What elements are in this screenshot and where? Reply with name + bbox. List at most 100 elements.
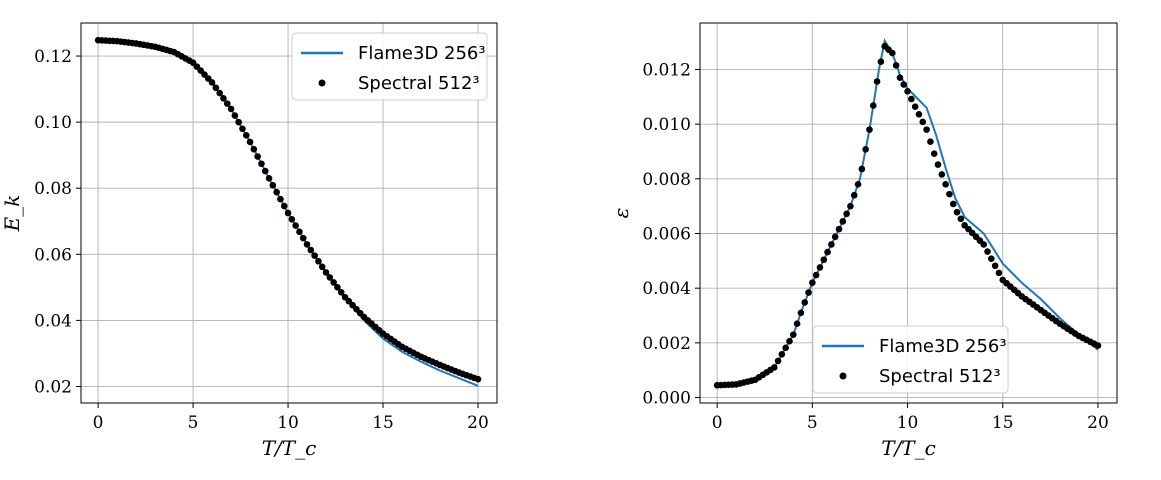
x-axis-label: T/T_c xyxy=(262,436,317,460)
scatter-point xyxy=(908,95,915,103)
y-tick-label: 0.12 xyxy=(34,47,72,67)
scatter-point xyxy=(284,209,292,217)
scatter-point xyxy=(258,160,265,168)
scatter-point xyxy=(904,88,911,95)
scatter-point xyxy=(296,228,303,236)
scatter-point xyxy=(831,233,839,241)
scatter-point xyxy=(793,320,801,328)
scatter-point xyxy=(292,222,299,229)
legend-entry-label: Flame3D 256³ xyxy=(879,336,1007,357)
scatter-point xyxy=(896,74,904,81)
scatter-point xyxy=(318,263,326,271)
scatter-point xyxy=(774,357,782,365)
scatter-point xyxy=(847,202,854,210)
y-tick-label: 0.004 xyxy=(642,279,691,299)
scatter-point xyxy=(786,337,793,345)
scatter-point xyxy=(923,126,930,133)
y-tick-label: 0.008 xyxy=(642,170,691,190)
scatter-point xyxy=(231,112,239,119)
x-tick-label: 15 xyxy=(992,413,1014,433)
x-tick-label: 0 xyxy=(712,413,723,433)
scatter-point xyxy=(311,252,318,259)
scatter-point xyxy=(261,167,269,175)
scatter-point xyxy=(326,274,334,281)
scatter-point xyxy=(337,289,345,296)
y-tick-label: 0.10 xyxy=(34,113,72,133)
scatter-point xyxy=(927,138,934,145)
y-tick-label: 0.08 xyxy=(34,179,72,199)
scatter-point xyxy=(873,78,881,85)
scatter-point xyxy=(280,202,288,210)
scatter-point xyxy=(227,105,235,113)
scatter-point xyxy=(269,181,277,189)
scatter-point xyxy=(835,225,843,233)
y-axis-label: ε xyxy=(609,208,633,219)
legend-dot-swatch xyxy=(839,372,847,380)
scatter-point xyxy=(911,103,919,110)
scatter-point xyxy=(208,79,216,86)
scatter-point xyxy=(277,195,284,203)
scatter-point xyxy=(839,218,847,225)
scatter-point xyxy=(949,200,957,208)
x-tick-label: 15 xyxy=(372,413,394,433)
scatter-point xyxy=(809,279,816,287)
y-tick-label: 0.04 xyxy=(34,311,72,331)
scatter-point xyxy=(915,111,923,118)
x-axis-label: T/T_c xyxy=(881,436,936,460)
chart-panel-eps: 0 5 10 15 20 0.000 0.002 0.004 0.006 0.008 0.010 0.… xyxy=(609,22,1118,460)
x-tick-label: 20 xyxy=(1087,413,1109,433)
scatter-point xyxy=(816,264,824,271)
legend-box xyxy=(291,32,488,101)
scatter-point xyxy=(843,210,850,218)
scatter-point xyxy=(770,364,778,371)
scatter-point xyxy=(828,241,835,248)
scatter-point xyxy=(938,171,946,178)
scatter-point xyxy=(246,138,254,146)
scatter-point xyxy=(805,289,812,296)
scatter-point xyxy=(850,191,858,199)
x-tick-label: 5 xyxy=(188,413,199,433)
plot-frame xyxy=(80,22,498,404)
x-tick-label: 20 xyxy=(467,413,489,433)
legend-entry-label: Spectral 512³ xyxy=(879,366,1001,387)
y-tick-label: 0.02 xyxy=(34,377,72,397)
scatter-point xyxy=(801,299,809,306)
scatter-point xyxy=(303,241,311,248)
scatter-point xyxy=(265,175,273,182)
scatter-point xyxy=(892,62,900,69)
scatter-point xyxy=(869,102,877,109)
scatter-point xyxy=(242,132,250,139)
scatter-point xyxy=(288,215,296,223)
y-tick-label: 0.012 xyxy=(642,60,691,80)
scatter-point xyxy=(900,81,908,88)
scatter-point xyxy=(474,375,482,383)
y-axis-label: E_k xyxy=(0,195,24,233)
scatter-point xyxy=(991,262,999,270)
scatter-point xyxy=(824,248,831,256)
scatter-point xyxy=(239,125,246,133)
scatter-point xyxy=(330,279,337,286)
legend-entry-label: Spectral 512³ xyxy=(358,73,480,94)
scatter-point xyxy=(862,146,869,153)
legend: Flame3D 256³ Spectral 512³ xyxy=(291,32,488,101)
chart-panel-ek: 0 5 10 15 20 0.02 0.04 0.06 0.08 0.10 0.12 T/T_c E_k… xyxy=(0,22,498,460)
scatter-point xyxy=(273,188,280,196)
x-tick-label: 10 xyxy=(897,413,919,433)
legend-dot-swatch xyxy=(318,79,326,87)
scatter-point xyxy=(782,344,789,352)
scatter-point xyxy=(946,190,953,198)
scatter-point xyxy=(889,49,896,57)
legend-box xyxy=(812,325,1009,394)
scatter-point xyxy=(957,215,965,223)
x-tick-label: 10 xyxy=(277,413,299,433)
x-tick-label: 5 xyxy=(807,413,818,433)
scatter-point xyxy=(790,331,797,338)
scatter-point xyxy=(797,309,805,317)
scatter-point xyxy=(820,256,828,264)
x-tick-label: 0 xyxy=(93,413,104,433)
scatter-point xyxy=(778,351,786,358)
scatter-point xyxy=(212,84,220,92)
scatter-point xyxy=(858,165,866,173)
scatter-point xyxy=(307,246,315,254)
